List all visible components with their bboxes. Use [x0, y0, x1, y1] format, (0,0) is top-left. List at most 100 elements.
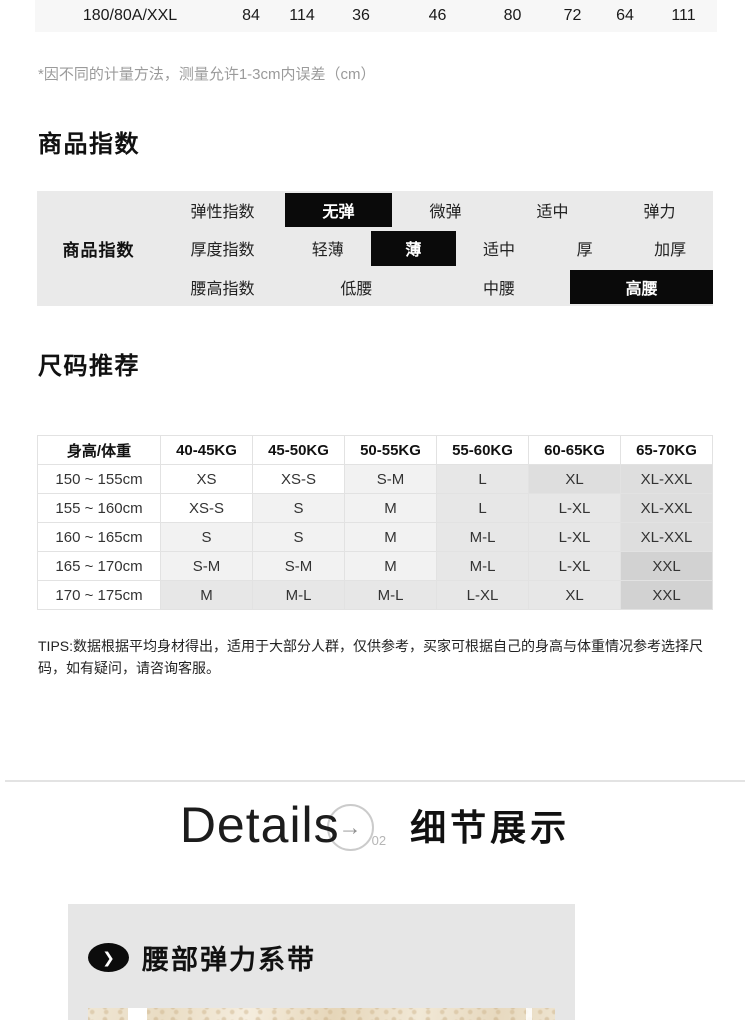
- size-value-cell: S: [252, 522, 345, 552]
- size-row-value: 46: [428, 7, 447, 24]
- size-value-cell: M-L: [436, 551, 529, 581]
- index-option: 轻薄: [311, 242, 344, 260]
- size-table-column-header: 40-45KG: [160, 435, 253, 465]
- size-value-cell: L: [436, 464, 529, 494]
- size-value-cell: L: [436, 493, 529, 523]
- size-value-cell: M: [160, 580, 253, 610]
- index-option: 适中: [536, 204, 569, 222]
- size-tips-text: TIPS:数据根据平均身材得出，适用于大部分人群，仅供参考，买家可根据自己的身高…: [38, 638, 704, 676]
- size-row-value: 80: [503, 7, 522, 24]
- photo-white-gap: [526, 1008, 532, 1020]
- details-title-zh: 细节展示: [410, 807, 571, 848]
- index-option: 低腰: [340, 280, 373, 298]
- index-option-selected: 高腰: [570, 269, 714, 304]
- size-table-column-header: 55-60KG: [436, 435, 529, 465]
- height-range-cell: 160 ~ 165cm: [37, 522, 161, 552]
- size-value-cell: L-XL: [528, 522, 621, 552]
- size-table-row: 155 ~ 160cm XS-S S M L L-XL XL-XXL: [37, 493, 713, 523]
- details-title-en: Details: [179, 797, 340, 853]
- index-option: 加厚: [654, 242, 687, 260]
- size-value-cell: XL-XXL: [620, 522, 713, 552]
- size-chart-last-row: 180/80A/XXL 84 114 36 46 80 72 64 111: [35, 0, 717, 32]
- size-table-column-header: 45-50KG: [252, 435, 345, 465]
- size-table-column-header: 60-65KG: [528, 435, 621, 465]
- arrow-circle-icon: →: [326, 803, 374, 851]
- size-value-cell: XL: [528, 464, 621, 494]
- index-row: 腰高指数 低腰 中腰 高腰: [160, 268, 714, 306]
- height-range-cell: 165 ~ 170cm: [37, 551, 161, 581]
- size-value-cell: XL-XXL: [620, 464, 713, 494]
- size-row-value: 114: [289, 7, 315, 24]
- section-number: 02: [371, 833, 387, 848]
- size-value-cell: XXL: [620, 551, 713, 581]
- size-table-row: 150 ~ 155cm XS XS-S S-M L XL XL-XXL: [37, 464, 713, 494]
- size-row-value: 111: [671, 7, 696, 24]
- feature-badge-row: ❯ 腰部弹力系带: [68, 904, 575, 977]
- index-row: 弹性指数 无弹 微弹 适中 弹力: [160, 191, 713, 229]
- index-option-selected: 无弹: [285, 193, 392, 228]
- index-option: 中腰: [483, 280, 516, 298]
- size-table-column-header: 身高/体重: [37, 435, 161, 465]
- index-row: 厚度指数 轻薄 薄 适中 厚 加厚: [160, 229, 713, 267]
- size-value-cell: XL: [528, 580, 621, 610]
- size-table-column-header: 50-55KG: [344, 435, 437, 465]
- size-row-label: 180/80A/XXL: [82, 7, 178, 24]
- size-value-cell: M-L: [344, 580, 437, 610]
- index-option: 适中: [482, 242, 515, 260]
- size-value-cell: M: [344, 522, 437, 552]
- size-value-cell: S: [160, 522, 253, 552]
- size-table-header-row: 身高/体重 40-45KG 45-50KG 50-55KG 55-60KG 60-65KG…: [37, 435, 713, 465]
- size-value-cell: M-L: [252, 580, 345, 610]
- size-row-value: 36: [352, 7, 370, 24]
- product-index-row-header: 商品指数: [62, 241, 135, 260]
- size-value-cell: S-M: [344, 464, 437, 494]
- size-value-cell: S-M: [252, 551, 345, 581]
- chevron-badge-icon: ❯: [88, 943, 129, 972]
- photo-white-gap: [128, 1008, 147, 1020]
- size-value-cell: M: [344, 493, 437, 523]
- size-recommend-heading: 尺码推荐: [38, 353, 140, 380]
- index-option: 微弹: [429, 204, 462, 222]
- measurement-note: *因不同的计量方法，测量允许1-3cm内误差（cm）: [38, 66, 376, 83]
- size-value-cell: XL-XXL: [620, 493, 713, 523]
- size-value-cell: S-M: [160, 551, 253, 581]
- index-row-label: 厚度指数: [190, 242, 255, 260]
- index-option-selected: 薄: [370, 231, 457, 266]
- details-section-header: Details → 02 细节展示: [0, 794, 750, 856]
- size-recommend-table: 身高/体重 40-45KG 45-50KG 50-55KG 55-60KG 60-65KG…: [37, 435, 713, 610]
- size-value-cell: L-XL: [528, 551, 621, 581]
- chevron-glyph: ❯: [102, 949, 115, 967]
- size-row-value: 72: [563, 7, 582, 24]
- right-arrow-icon: →: [338, 813, 362, 840]
- section-divider: [5, 780, 745, 782]
- product-index-panel: 商品指数 弹性指数 无弹 微弹 适中 弹力 厚度指数 轻薄薄适中厚加厚 腰高指数 低腰 中腰 高腰: [37, 191, 714, 306]
- size-value-cell: XS-S: [252, 464, 345, 494]
- size-value-cell: L-XL: [528, 493, 621, 523]
- size-value-cell: XS: [160, 464, 253, 494]
- size-value-cell: S: [252, 493, 345, 523]
- size-table-column-header: 65-70KG: [620, 435, 713, 465]
- size-value-cell: XS-S: [160, 493, 253, 523]
- product-index-heading: 商品指数: [38, 131, 140, 158]
- size-value-cell: L-XL: [436, 580, 529, 610]
- size-value-cell: XXL: [620, 580, 713, 610]
- fabric-detail-photo: [88, 1008, 555, 1020]
- index-row-label: 弹性指数: [190, 204, 255, 222]
- size-value-cell: M-L: [436, 522, 529, 552]
- detail-feature-panel: ❯ 腰部弹力系带: [68, 904, 575, 1020]
- height-range-cell: 155 ~ 160cm: [37, 493, 161, 523]
- height-range-cell: 150 ~ 155cm: [37, 464, 161, 494]
- feature-label: 腰部弹力系带: [142, 945, 316, 975]
- size-row-value: 64: [616, 7, 634, 24]
- size-table-row: 160 ~ 165cm S S M M-L L-XL XL-XXL: [37, 522, 713, 552]
- index-option: 弹力: [643, 204, 676, 222]
- size-value-cell: M: [344, 551, 437, 581]
- height-range-cell: 170 ~ 175cm: [37, 580, 161, 610]
- index-row-label: 腰高指数: [190, 280, 255, 298]
- size-table-row: 165 ~ 170cm S-M S-M M M-L L-XL XXL: [37, 551, 713, 581]
- size-table-row: 170 ~ 175cm M M-L M-L L-XL XL XXL: [37, 580, 713, 610]
- index-option: 厚: [576, 242, 593, 260]
- product-index-rows: 弹性指数 无弹 微弹 适中 弹力 厚度指数 轻薄薄适中厚加厚 腰高指数 低腰 中腰 高腰: [160, 191, 714, 306]
- size-row-value: 84: [242, 7, 260, 24]
